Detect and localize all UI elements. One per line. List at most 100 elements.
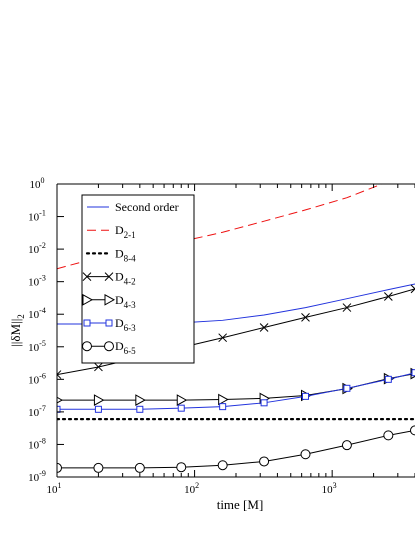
y-tick-label: 10-3 bbox=[28, 274, 46, 289]
data-point bbox=[135, 394, 146, 406]
legend-marker bbox=[82, 272, 92, 281]
y-tick-exp: -5 bbox=[39, 339, 46, 348]
legend-item: D6-3 bbox=[83, 316, 136, 333]
data-point bbox=[341, 440, 352, 451]
series-d4-3 bbox=[57, 367, 415, 406]
y-axis-label-main: ||δM|| bbox=[8, 319, 23, 347]
x-tick-base: 10 bbox=[184, 484, 196, 496]
legend-item: D6-5 bbox=[82, 339, 136, 356]
y-tick-label: 100 bbox=[30, 176, 45, 191]
y-tick-exp: -9 bbox=[39, 469, 46, 478]
y-axis-label: ||δM||2 bbox=[8, 314, 26, 347]
legend-label: D4-3 bbox=[115, 293, 136, 310]
data-point bbox=[94, 405, 102, 413]
data-point bbox=[176, 462, 187, 473]
legend-label: D2-1 bbox=[115, 223, 136, 240]
data-point bbox=[384, 375, 392, 383]
data-point bbox=[411, 369, 415, 377]
legend-label-main: D bbox=[115, 293, 124, 307]
legend-item: D4-3 bbox=[82, 293, 136, 310]
y-tick-label: 10-4 bbox=[28, 306, 46, 321]
data-point bbox=[300, 449, 311, 460]
legend-label-main: D bbox=[115, 339, 124, 353]
legend-label-sub: 4-3 bbox=[124, 300, 136, 310]
legend-marker bbox=[104, 272, 114, 281]
series-line bbox=[57, 373, 415, 401]
legend-marker bbox=[82, 293, 94, 306]
legend-label-sub: 4-2 bbox=[124, 277, 136, 287]
series-line bbox=[57, 372, 415, 410]
data-point bbox=[136, 405, 144, 413]
legend-label-sub: 6-3 bbox=[124, 323, 136, 333]
y-tick-label: 10-6 bbox=[28, 371, 46, 386]
data-point bbox=[343, 384, 351, 392]
x-tick-base: 10 bbox=[47, 484, 59, 496]
data-point bbox=[218, 333, 228, 343]
legend-item: D8-4 bbox=[85, 246, 136, 263]
data-point bbox=[302, 392, 310, 400]
legend-label-main: D bbox=[115, 223, 124, 237]
legend-label-main: Second order bbox=[115, 200, 179, 214]
x-tick-exp: 3 bbox=[333, 481, 337, 490]
y-tick-exp: -7 bbox=[39, 404, 46, 413]
y-tick-base: 10 bbox=[28, 309, 40, 321]
data-point bbox=[259, 456, 270, 467]
data-point bbox=[57, 405, 61, 413]
data-point bbox=[134, 462, 145, 473]
y-tick-label: 10-1 bbox=[28, 209, 46, 224]
y-tick-exp: -3 bbox=[39, 274, 46, 283]
data-point bbox=[57, 462, 62, 473]
legend-label-main: D bbox=[115, 246, 124, 260]
legend-label: Second order bbox=[115, 200, 179, 214]
y-tick-base: 10 bbox=[28, 277, 40, 289]
legend-item: Second order bbox=[87, 200, 179, 214]
y-tick-label: 10-2 bbox=[28, 241, 46, 256]
y-tick-exp: -2 bbox=[39, 241, 46, 250]
legend-marker bbox=[105, 319, 113, 327]
data-point bbox=[410, 425, 415, 436]
x-tick-base: 10 bbox=[322, 484, 334, 496]
data-point bbox=[219, 403, 227, 411]
data-point bbox=[94, 362, 103, 372]
series-d6-3 bbox=[57, 369, 415, 413]
y-tick-exp: -4 bbox=[39, 306, 46, 315]
y-axis-label-sub: 2 bbox=[16, 314, 26, 319]
y-tick-label: 10-9 bbox=[28, 469, 46, 484]
series-line bbox=[57, 429, 415, 469]
data-point bbox=[259, 323, 269, 332]
data-point bbox=[217, 460, 228, 471]
legend-marker bbox=[83, 319, 91, 327]
y-tick-exp: -1 bbox=[39, 209, 46, 218]
x-tick-label: 103 bbox=[322, 481, 337, 496]
x-axis-label: time [M] bbox=[217, 497, 264, 512]
y-tick-base: 10 bbox=[28, 212, 40, 224]
data-point bbox=[93, 462, 104, 473]
legend-label: D8-4 bbox=[115, 246, 136, 263]
legend-marker bbox=[82, 341, 92, 352]
y-tick-label: 10-7 bbox=[28, 404, 46, 419]
data-point bbox=[93, 394, 105, 406]
y-tick-base: 10 bbox=[28, 407, 40, 419]
legend-label: D6-3 bbox=[115, 316, 136, 333]
x-tick-label: 102 bbox=[184, 481, 199, 496]
y-tick-base: 10 bbox=[28, 439, 40, 451]
legend-item: D2-1 bbox=[87, 223, 136, 240]
y-tick-label: 10-5 bbox=[28, 339, 46, 354]
data-point bbox=[57, 370, 62, 379]
data-point bbox=[260, 399, 268, 407]
y-tick-base: 10 bbox=[28, 244, 40, 256]
series-d6-5 bbox=[57, 425, 415, 473]
axis-ticks: 101 102 10310010-110-210-310-410-510-610-7… bbox=[28, 176, 415, 496]
data-point bbox=[383, 292, 393, 301]
legend-label-sub: 2-1 bbox=[124, 230, 136, 240]
legend-marker bbox=[104, 293, 116, 306]
legend-marker bbox=[104, 341, 114, 352]
x-tick-exp: 2 bbox=[195, 481, 199, 490]
y-tick-base: 10 bbox=[28, 342, 40, 354]
data-point bbox=[218, 393, 229, 406]
legend-box bbox=[81, 194, 195, 364]
data-point bbox=[177, 404, 185, 412]
legend-label-main: D bbox=[115, 316, 124, 330]
